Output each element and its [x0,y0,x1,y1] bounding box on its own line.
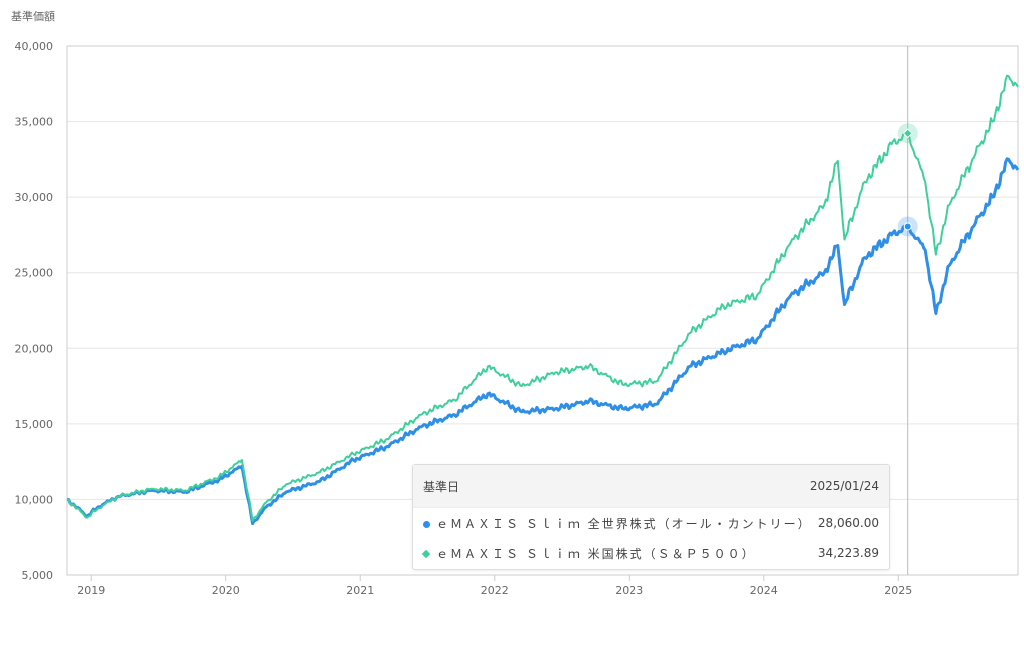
hover-point-marker [903,222,912,231]
chart-tooltip: 基準日 2025/01/24 ｅＭＡＸＩＳ Ｓｌｉｍ 全世界株式（オール・カント… [412,464,890,570]
tooltip-date: 2025/01/24 [809,479,879,493]
tooltip-row: ｅＭＡＸＩＳ Ｓｌｉｍ 米国株式（Ｓ＆Ｐ５００） 34,223.89 [413,538,889,568]
y-tick-label: 25,000 [15,267,54,280]
y-tick-label: 40,000 [15,40,54,53]
x-tick-label: 2025 [884,584,912,597]
diamond-marker-icon [421,549,431,559]
y-tick-label: 15,000 [15,418,54,431]
series-name: ｅＭＡＸＩＳ Ｓｌｉｍ 米国株式（Ｓ＆Ｐ５００） [436,546,756,561]
y-axis-title: 基準価額 [11,10,55,23]
x-tick-label: 2019 [77,584,105,597]
y-tick-label: 5,000 [22,569,54,582]
x-tick-label: 2024 [750,584,778,597]
tooltip-row: ｅＭＡＸＩＳ Ｓｌｉｍ 全世界株式（オール・カントリー） 28,060.00 [413,508,889,538]
y-tick-label: 35,000 [15,116,54,129]
series-line [66,157,1020,526]
x-tick-label: 2020 [212,584,240,597]
x-tick-label: 2022 [481,584,509,597]
hover-point-marker [902,128,913,139]
circle-marker-icon [423,520,430,528]
series-value: 28,060.00 [817,516,879,530]
x-tick-label: 2021 [346,584,374,597]
plot-border [66,45,1019,576]
y-tick-label: 10,000 [15,493,54,506]
series-line [66,74,1019,522]
series-value: 34,223.89 [817,546,879,560]
x-tick-label: 2023 [615,584,643,597]
tooltip-header: 基準日 2025/01/24 [413,465,889,508]
series-name: ｅＭＡＸＩＳ Ｓｌｉｍ 全世界株式（オール・カントリー） [436,516,812,531]
y-tick-label: 30,000 [15,191,54,204]
y-tick-label: 20,000 [15,342,54,355]
tooltip-date-label: 基準日 [423,479,460,494]
